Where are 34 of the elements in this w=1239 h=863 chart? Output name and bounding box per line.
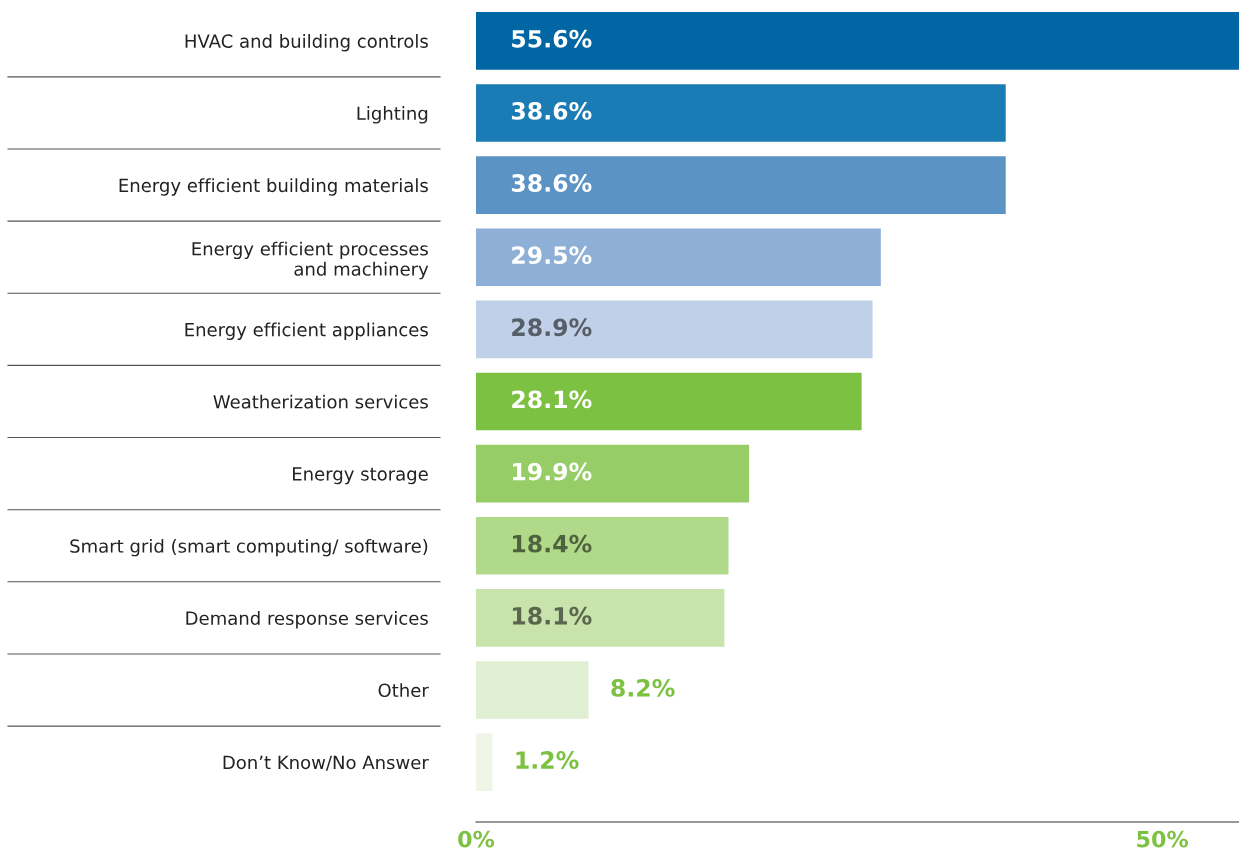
x-tick-label: 0%	[458, 830, 495, 848]
data-label: 19.9%	[513, 462, 592, 481]
y-tick-label: Smart grid (smart computing/ software)	[70, 538, 428, 557]
bar	[476, 228, 881, 287]
y-tick-label: Energy storage	[293, 467, 428, 485]
bar	[476, 12, 1239, 70]
data-label: 55.6%	[512, 29, 592, 48]
y-tick-label: HVAC and building controls	[185, 33, 428, 52]
data-label: 38.6%	[511, 101, 592, 120]
bar	[476, 300, 873, 359]
data-label: 28.1%	[512, 390, 592, 409]
y-tick-label: Other	[378, 683, 429, 698]
y-tick-label: Don’t Know/No Answer	[223, 755, 429, 771]
data-label: 18.4%	[513, 534, 592, 553]
bar	[476, 589, 725, 647]
data-label: 38.6%	[511, 174, 592, 192]
y-tick-label: Lighting	[357, 106, 428, 124]
bar	[476, 84, 1006, 142]
data-label: 8.2%	[611, 679, 675, 697]
y-tick-label: Energy efficient appliances	[185, 322, 428, 340]
y-tick-label: Demand response services	[186, 611, 428, 629]
bar	[476, 444, 750, 503]
data-label: 28.9%	[512, 318, 592, 337]
bar	[476, 156, 1006, 214]
y-tick-label: Energy efficient processes and machinery	[192, 241, 429, 280]
x-tick-label: 50%	[1137, 830, 1189, 848]
bar	[476, 516, 729, 575]
y-tick-label: Energy efficient building materials	[119, 178, 428, 196]
data-label: 18.1%	[513, 606, 592, 625]
data-label: 29.5%	[512, 246, 592, 265]
data-label: 1.2%	[516, 751, 579, 769]
bar	[476, 372, 862, 431]
bar	[476, 661, 589, 719]
y-tick-label: Weatherization services	[213, 394, 428, 409]
